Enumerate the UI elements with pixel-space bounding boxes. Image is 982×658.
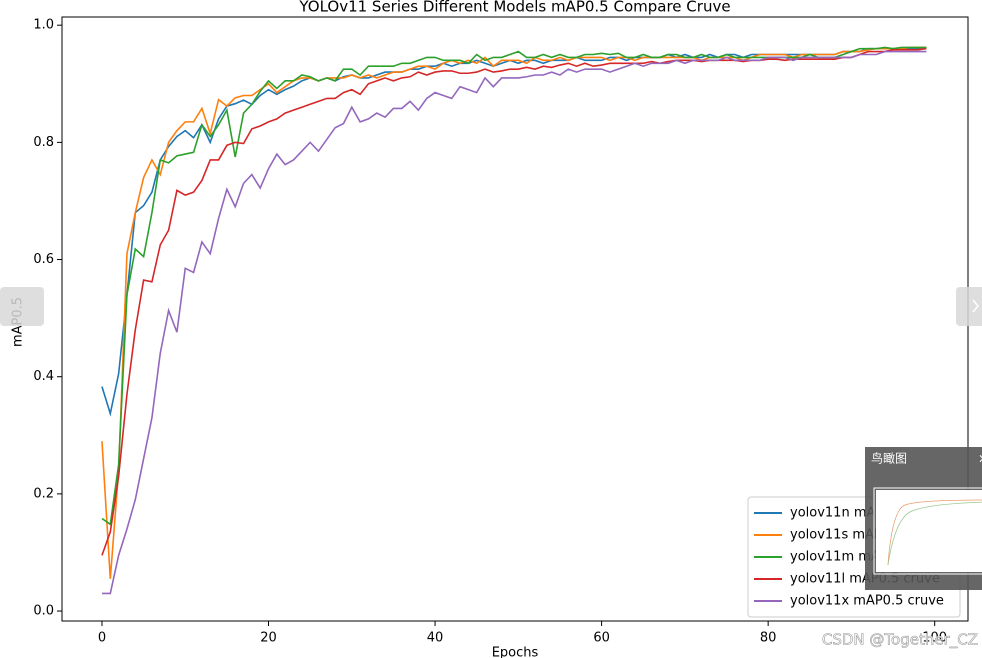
minimap-close[interactable]: ×: [978, 452, 982, 466]
y-tick-label: 0.2: [33, 486, 54, 501]
next-button[interactable]: [956, 287, 982, 326]
minimap-viewport: [873, 487, 982, 575]
x-tick-label: 40: [427, 631, 444, 646]
prev-button[interactable]: [0, 287, 44, 326]
legend-label: yolov11x mAP0.5 cruve: [790, 594, 944, 609]
x-tick-label: 0: [98, 631, 106, 646]
minimap-thumbnail: [876, 490, 982, 572]
x-tick-label: 20: [260, 631, 277, 646]
x-tick-label: 100: [922, 631, 947, 646]
y-tick-label: 0.0: [33, 604, 54, 619]
watermark: CSDN @Together_CZ: [822, 631, 978, 650]
y-tick-label: 1.0: [33, 18, 54, 33]
series-line: [101, 47, 927, 556]
x-tick-label: 60: [593, 631, 610, 646]
y-tick-label: 0.6: [33, 252, 54, 267]
series-line: [101, 47, 927, 417]
minimap-title: 鸟瞰图: [871, 451, 907, 466]
y-tick-label: 0.4: [33, 369, 54, 384]
y-tick-label: 0.8: [33, 135, 54, 150]
minimap-preview: [887, 499, 982, 566]
x-tick-label: 80: [760, 631, 777, 646]
next-icon: [972, 299, 979, 313]
series-line: [101, 50, 927, 595]
series-line: [101, 46, 927, 526]
chart-title: YOLOv11 Series Different Models mAP0.5 C…: [298, 0, 730, 16]
minimap-preview: [887, 501, 982, 566]
series-line: [101, 46, 927, 579]
x-axis-label: Epochs: [492, 646, 539, 658]
